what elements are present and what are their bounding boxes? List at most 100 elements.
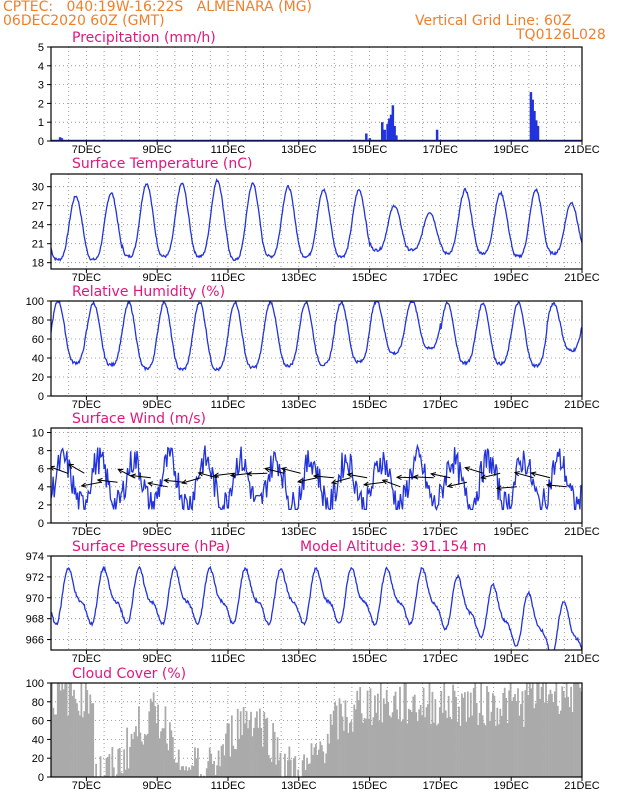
cloud-bar bbox=[197, 748, 199, 777]
cloud-bar bbox=[462, 697, 465, 777]
x-tick-label: 19DEC bbox=[493, 144, 529, 156]
series-group bbox=[51, 564, 582, 650]
cloud-bar bbox=[213, 760, 216, 777]
cloud-bar bbox=[235, 749, 238, 777]
series-group bbox=[51, 177, 582, 262]
precip-bar bbox=[389, 114, 393, 141]
cloud-bar bbox=[121, 773, 124, 777]
cloud-bar bbox=[161, 728, 164, 777]
panel-4: Surface Pressure (hPa) Model Altitude: 39… bbox=[26, 539, 600, 665]
cloud-bar bbox=[546, 703, 549, 777]
x-tick-label: 9DEC bbox=[143, 399, 172, 411]
cloud-bar bbox=[53, 714, 56, 777]
cloud-bar bbox=[126, 727, 128, 777]
cloud-bar bbox=[524, 690, 527, 777]
panel-frame bbox=[50, 427, 583, 524]
wind-arrow bbox=[81, 481, 102, 487]
cloud-bar bbox=[86, 690, 89, 777]
y-tick-label: 4 bbox=[38, 482, 44, 494]
x-tick-label: 21DEC bbox=[564, 144, 600, 156]
cloud-bar bbox=[475, 702, 478, 777]
cloud-bar bbox=[157, 704, 159, 777]
series-group bbox=[51, 683, 582, 777]
x-tick-label: 13DEC bbox=[281, 780, 317, 792]
cloud-bar bbox=[492, 693, 494, 777]
precip-bar bbox=[435, 129, 439, 141]
cloud-bar bbox=[267, 754, 270, 777]
cloud-bar bbox=[376, 693, 379, 777]
cloud-bar bbox=[64, 683, 67, 777]
cloud-bar bbox=[272, 723, 275, 777]
cloud-bar bbox=[422, 687, 425, 777]
cloud-bar bbox=[512, 697, 515, 777]
cloud-bar bbox=[425, 707, 428, 777]
cloud-bar bbox=[344, 700, 347, 777]
cloud-bar bbox=[207, 761, 210, 777]
cloud-bar bbox=[413, 694, 416, 777]
cloud-bar bbox=[427, 704, 429, 777]
precip-bar bbox=[395, 135, 398, 141]
wind-arrow-head bbox=[545, 482, 552, 488]
cloud-bar bbox=[503, 687, 506, 777]
cloud-bar bbox=[244, 723, 246, 777]
cloud-bar bbox=[441, 712, 444, 777]
cloud-bar bbox=[409, 709, 412, 777]
wind-arrow bbox=[431, 473, 451, 479]
panel-frame bbox=[50, 300, 583, 397]
cloud-bar bbox=[472, 687, 475, 777]
cloud-bar bbox=[397, 719, 400, 777]
cloud-bar bbox=[477, 725, 480, 777]
cloud-bar bbox=[192, 766, 195, 777]
x-tick-label: 7DEC bbox=[72, 526, 101, 538]
wind-arrow-head bbox=[381, 479, 388, 485]
wind-arrow bbox=[447, 481, 468, 487]
cloud-bar bbox=[294, 756, 297, 777]
y-tick-label: 40 bbox=[32, 734, 44, 746]
wind-arrow-head bbox=[197, 471, 204, 477]
cloud-bar bbox=[484, 725, 487, 777]
cloud-bar bbox=[306, 757, 308, 777]
x-tick-label: 11DEC bbox=[211, 144, 246, 156]
cloud-bar bbox=[446, 717, 449, 777]
panel-3: Surface Wind (m/s) 0 2 4 6 8 10 7DEC 9DEC 11DEC 13… bbox=[32, 411, 600, 538]
cloud-bar bbox=[236, 708, 239, 777]
cloud-bar bbox=[322, 751, 325, 777]
cloud-bar bbox=[493, 695, 496, 777]
wind-arrow bbox=[546, 484, 567, 488]
temperature-line bbox=[51, 177, 582, 262]
cloud-bar bbox=[419, 704, 422, 777]
cloud-bar bbox=[315, 744, 317, 777]
cloud-bar bbox=[264, 718, 267, 777]
cloud-bar bbox=[388, 715, 391, 777]
cloud-bar bbox=[375, 712, 378, 777]
x-tick-label: 17DEC bbox=[423, 526, 459, 538]
cloud-bar bbox=[261, 746, 264, 777]
cloud-bar bbox=[548, 694, 550, 777]
wind-arrow bbox=[247, 472, 268, 475]
cloud-bar bbox=[424, 717, 426, 777]
cloud-bar bbox=[431, 691, 434, 777]
cloud-bar bbox=[319, 741, 322, 777]
cloud-bar bbox=[154, 706, 157, 777]
precip-bar bbox=[383, 129, 386, 141]
cloud-bar bbox=[202, 775, 205, 777]
cloud-bar bbox=[564, 697, 567, 777]
cloud-bar bbox=[331, 724, 334, 777]
cloud-bar bbox=[257, 727, 260, 777]
panel-frame bbox=[50, 46, 583, 142]
cloud-bar bbox=[99, 756, 102, 777]
cloud-bar bbox=[292, 758, 295, 777]
wind-arrow-head bbox=[346, 472, 353, 478]
cloud-bar bbox=[464, 692, 466, 777]
cloud-bar bbox=[574, 683, 577, 777]
cloud-bar bbox=[273, 731, 276, 777]
cloud-bar bbox=[239, 711, 242, 777]
wind-arrow bbox=[51, 466, 68, 474]
cloud-bar bbox=[276, 737, 279, 777]
cloud-bar bbox=[90, 703, 93, 777]
y-tick-label: 2 bbox=[38, 500, 44, 512]
wind-arrow bbox=[164, 479, 185, 483]
x-tick-label: 9DEC bbox=[143, 272, 172, 284]
cloud-bar bbox=[174, 762, 177, 777]
x-tick-label: 11DEC bbox=[211, 653, 246, 665]
